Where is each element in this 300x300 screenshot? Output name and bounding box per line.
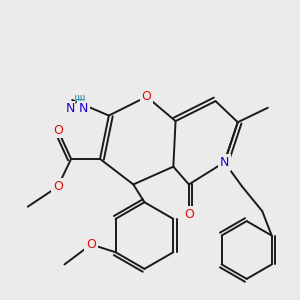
Text: N: N: [79, 102, 88, 116]
Text: O: O: [86, 238, 96, 251]
Text: O: O: [86, 238, 96, 251]
Text: O: O: [53, 124, 63, 136]
Text: N: N: [220, 156, 229, 169]
Text: H: H: [77, 94, 85, 106]
Text: O: O: [53, 180, 63, 193]
Text: O: O: [142, 90, 152, 103]
Text: O: O: [53, 180, 63, 193]
Text: O: O: [184, 208, 194, 221]
Text: N: N: [65, 102, 75, 116]
Text: O: O: [142, 90, 152, 103]
Text: O: O: [53, 124, 63, 136]
Text: N: N: [220, 156, 229, 169]
Text: H: H: [74, 94, 82, 106]
Text: O: O: [184, 208, 194, 221]
